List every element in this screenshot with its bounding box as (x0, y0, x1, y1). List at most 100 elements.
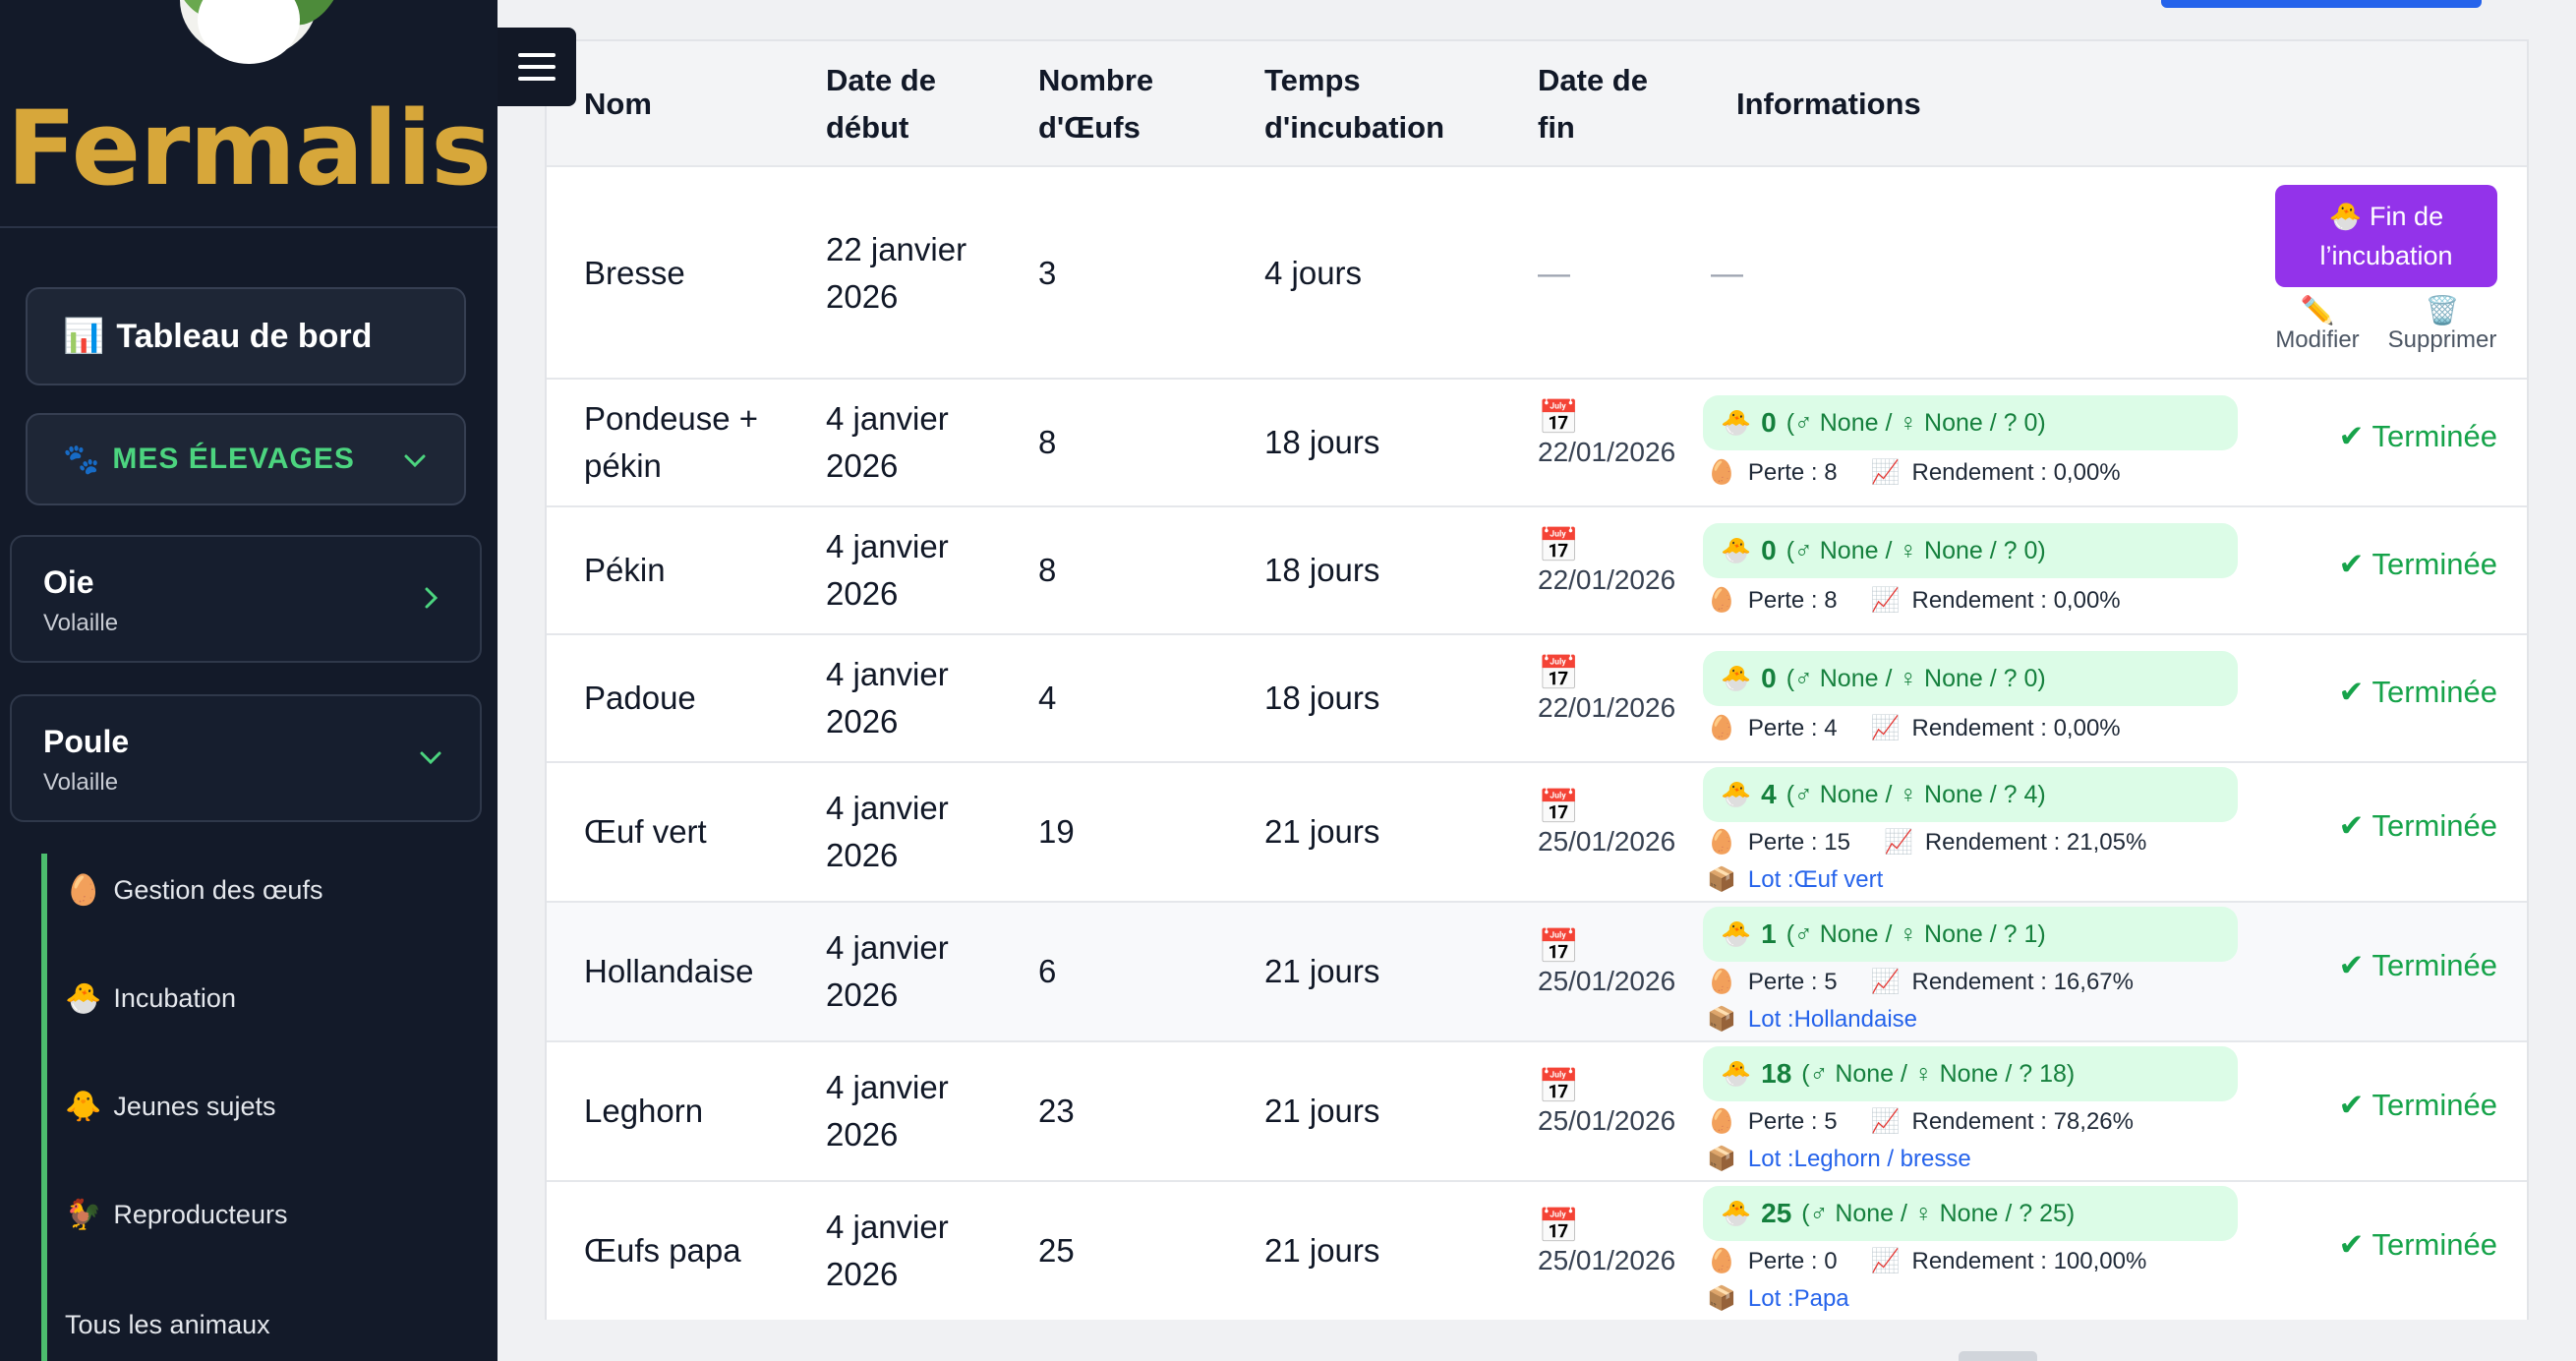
perte-value: Perte : 15 (1747, 828, 1850, 856)
cell-temps: 18 jours (1264, 424, 1380, 460)
loss-yield-line: 🥚 Perte : 4 📈 Rendement : 0,00% (1707, 714, 2121, 742)
column-header-nom: Nom (584, 87, 652, 121)
sidebar-item-gestion-oeufs[interactable]: 🥚 Gestion des œufs (65, 873, 322, 908)
cell-oeufs: 8 (1038, 424, 1057, 460)
calendar-icon: 📅 (1538, 928, 1580, 966)
egg-icon: 🥚 (1707, 1108, 1736, 1135)
cell-date-debut: 22 janvier 2026 (826, 231, 967, 315)
status-badge: ✔ Terminée (2338, 1227, 2497, 1262)
hatching-chick-icon: 🐣 (1721, 1059, 1752, 1088)
chick-icon: 🐥 (65, 1091, 102, 1123)
calendar-icon: 📅 (1538, 789, 1580, 826)
hatched-count: 25 (1761, 1198, 1792, 1228)
lot-label: Lot :Leghorn / bresse (1747, 1145, 1971, 1172)
loss-yield-line: 🥚 Perte : 5 📈 Rendement : 78,26% (1707, 1107, 2134, 1136)
chart-up-icon: 📈 (1870, 587, 1901, 614)
loss-yield-line: 🥚 Perte : 8 📈 Rendement : 0,00% (1707, 458, 2121, 487)
cell-date-debut: 4 janvier 2026 (826, 929, 949, 1013)
sidebar-item-reproducteurs[interactable]: 🐓 Reproducteurs (65, 1198, 287, 1232)
hatched-detail: (♂ None / ♀ None / ? 25) (1801, 1199, 2076, 1227)
cell-nom: Œuf vert (584, 813, 707, 850)
perte-value: Perte : 8 (1747, 586, 1838, 614)
lot-link[interactable]: 📦 Lot :Leghorn / bresse (1707, 1145, 1971, 1173)
hatched-detail: (♂ None / ♀ None / ? 0) (1786, 536, 2046, 564)
calendar-icon: 📅 (1538, 527, 1580, 564)
hatched-detail: (♂ None / ♀ None / ? 0) (1786, 664, 2046, 692)
mes-elevages-dropdown[interactable]: 🐾 MES ÉLEVAGES (26, 413, 466, 505)
species-poule[interactable]: Poule Volaille (10, 694, 482, 822)
loss-yield-line: 🥚 Perte : 5 📈 Rendement : 16,67% (1707, 968, 2134, 996)
lot-link[interactable]: 📦 Lot :Œuf vert (1707, 865, 1883, 894)
hatched-count: 0 (1761, 535, 1777, 565)
cell-nom: Padoue (584, 680, 696, 716)
menu-toggle-button[interactable] (498, 28, 576, 106)
loss-yield-line: 🥚 Perte : 8 📈 Rendement : 0,00% (1707, 586, 2121, 615)
cell-informations: — (1711, 255, 1743, 291)
chart-up-icon: 📈 (1870, 969, 1901, 995)
egg-icon: 🥚 (1707, 969, 1736, 995)
table-row: Bresse 22 janvier 2026 3 4 jours — — 🐣 F… (547, 167, 2527, 380)
hatch-summary: 🐣 25 (♂ None / ♀ None / ? 25) (1703, 1186, 2238, 1241)
sidebar-item-label: Gestion des œufs (113, 875, 323, 905)
delete-button[interactable]: 🗑️ Supprimer (2381, 295, 2503, 354)
top-action-button[interactable] (2161, 0, 2482, 8)
cell-date-fin: 📅 25/01/2026 (1538, 789, 1675, 858)
cell-date-fin: 📅 22/01/2026 (1538, 655, 1675, 724)
dashboard-label: Tableau de bord (116, 317, 373, 355)
hatching-chick-icon: 🐣 (1721, 919, 1752, 948)
table-row: Œuf vert 4 janvier 2026 19 21 jours 📅 25/… (547, 763, 2527, 903)
cell-temps: 18 jours (1264, 552, 1380, 588)
cell-nom: Pékin (584, 552, 666, 588)
rendement-value: Rendement : 0,00% (1911, 586, 2121, 614)
hatched-detail: (♂ None / ♀ None / ? 18) (1801, 1059, 2076, 1088)
scrollbar-thumb[interactable] (1959, 1351, 2037, 1361)
sidebar-item-incubation[interactable]: 🐣 Incubation (65, 981, 236, 1016)
lot-link[interactable]: 📦 Lot :Hollandaise (1707, 1005, 1917, 1034)
sidebar-item-tous-animaux[interactable]: Tous les animaux (65, 1310, 270, 1340)
loss-yield-line: 🥚 Perte : 15 📈 Rendement : 21,05% (1707, 828, 2146, 857)
cell-oeufs: 3 (1038, 255, 1057, 291)
chart-up-icon: 📈 (1870, 1108, 1901, 1135)
logo-area: Fermalis (0, 0, 498, 228)
egg-icon: 🥚 (1707, 829, 1736, 856)
cell-date-debut: 4 janvier 2026 (826, 790, 949, 873)
cell-temps: 21 jours (1264, 1093, 1380, 1129)
rendement-value: Rendement : 16,67% (1911, 968, 2134, 995)
cell-date-fin: 📅 22/01/2026 (1538, 399, 1675, 468)
hatching-chick-icon: 🐣 (1721, 664, 1752, 692)
hatching-chick-icon: 🐣 (1721, 536, 1752, 564)
date-fin-value: 22/01/2026 (1538, 564, 1676, 595)
cell-nom: Leghorn (584, 1093, 704, 1129)
dashboard-button[interactable]: 📊 Tableau de bord (26, 287, 466, 385)
lot-label: Lot :Hollandaise (1747, 1005, 1918, 1033)
rendement-value: Rendement : 21,05% (1924, 828, 2147, 856)
trash-icon: 🗑️ (2425, 295, 2460, 325)
date-fin-value: 25/01/2026 (1538, 1245, 1676, 1275)
egg-icon: 🥚 (1707, 715, 1736, 741)
hatched-count: 18 (1761, 1058, 1792, 1089)
sidebar-item-label: Reproducteurs (113, 1200, 288, 1229)
cell-date-debut: 4 janvier 2026 (826, 528, 949, 612)
column-header-temps: Temps d'incubation (1264, 63, 1445, 145)
perte-value: Perte : 4 (1747, 714, 1838, 741)
egg-icon: 🥚 (65, 874, 102, 907)
species-subtitle: Volaille (43, 769, 119, 796)
hatching-chick-icon: 🐣 (1721, 408, 1752, 437)
cell-date-debut: 4 janvier 2026 (826, 1069, 949, 1153)
edit-button[interactable]: ✏️ Modifier (2273, 295, 2362, 354)
lot-link[interactable]: 📦 Lot :Papa (1707, 1284, 1849, 1313)
cell-temps: 18 jours (1264, 680, 1380, 716)
chevron-down-icon (420, 751, 441, 765)
cell-oeufs: 6 (1038, 953, 1057, 989)
hatched-detail: (♂ None / ♀ None / ? 0) (1786, 408, 2046, 437)
sidebar-item-jeunes-sujets[interactable]: 🐥 Jeunes sujets (65, 1090, 275, 1124)
hamburger-bar (518, 65, 556, 69)
box-icon: 📦 (1707, 1006, 1736, 1033)
table-row: Œufs papa 4 janvier 2026 25 21 jours 📅 25… (547, 1182, 2527, 1320)
cell-date-fin: 📅 25/01/2026 (1538, 928, 1675, 997)
fin-incubation-button[interactable]: 🐣 Fin de l’incubation (2275, 185, 2497, 287)
rendement-value: Rendement : 78,26% (1911, 1107, 2134, 1135)
fin-incubation-label: Fin de l’incubation (2319, 202, 2453, 270)
species-oie[interactable]: Oie Volaille (10, 535, 482, 663)
cell-oeufs: 19 (1038, 813, 1075, 850)
